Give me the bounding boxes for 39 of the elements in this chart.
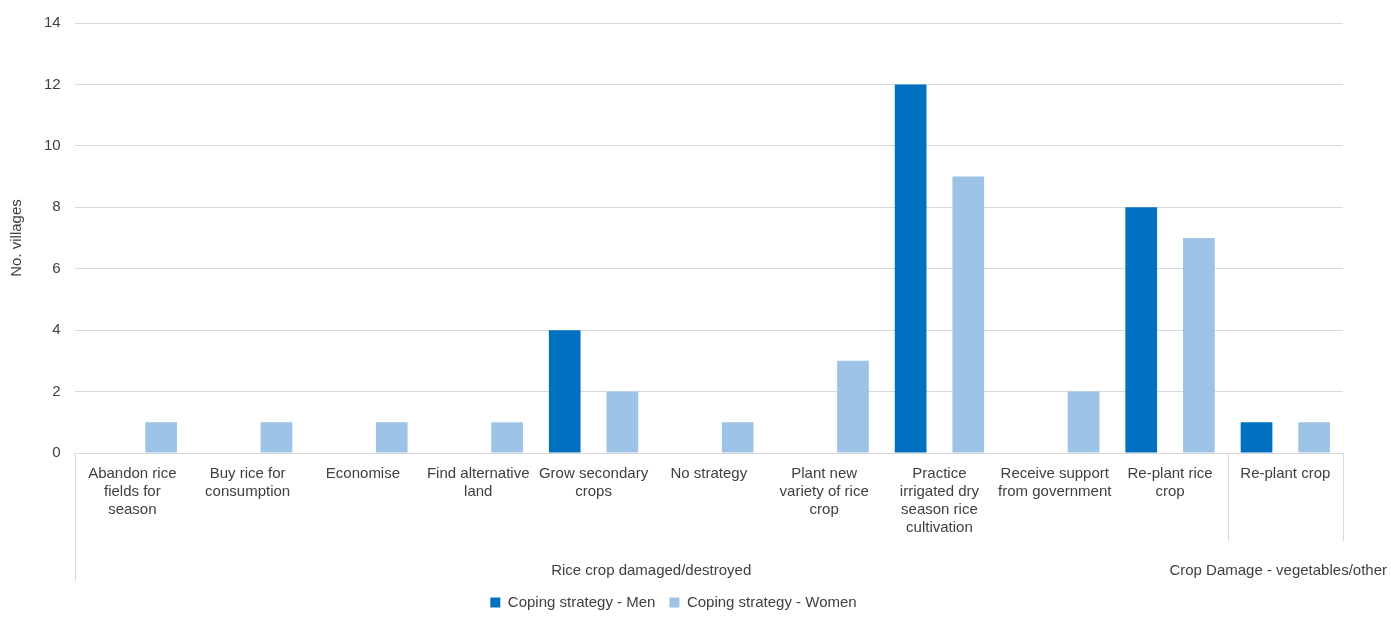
bar xyxy=(837,360,869,453)
bar xyxy=(1240,422,1273,453)
x-tick-label: Plant new variety of rice crop xyxy=(779,464,869,518)
x-tick-label: Receive support from government xyxy=(998,464,1113,500)
y-tick-label: 4 xyxy=(52,320,61,338)
y-tick-label: 10 xyxy=(44,136,61,153)
x-tick-label: Abandon rice fields for season xyxy=(88,464,177,518)
bar xyxy=(548,330,581,453)
bar xyxy=(1067,391,1100,453)
y-tick-label: 2 xyxy=(52,381,61,399)
y-tick-label: 0 xyxy=(52,443,61,461)
y-axis-title: No. villages xyxy=(7,199,25,277)
x-tick-label: Practice irrigated dry season rice cultivation xyxy=(899,464,980,536)
bar xyxy=(491,422,523,453)
y-tick-label: 12 xyxy=(44,74,61,92)
x-tick-label: Buy rice for consumption xyxy=(205,464,291,500)
bar xyxy=(952,176,985,453)
bar xyxy=(145,422,178,453)
bar xyxy=(606,391,639,453)
x-tick-label: Grow secondary crops xyxy=(538,464,649,500)
x-tick-label: Find alternative land xyxy=(426,464,530,500)
y-tick-label: 14 xyxy=(44,13,61,31)
text: Crop Damage - vegetables/other xyxy=(1169,561,1387,579)
x-tick-label: Re-plant rice crop xyxy=(1127,464,1213,500)
bar xyxy=(1298,422,1331,453)
bar xyxy=(260,422,293,453)
bar xyxy=(1125,207,1158,453)
y-tick-label: 8 xyxy=(52,197,61,215)
y-tick-label: 6 xyxy=(52,258,61,276)
text: Rice crop damaged/destroyed xyxy=(551,561,752,579)
bar xyxy=(721,422,754,453)
x-tick-label: Re-plant crop xyxy=(1240,464,1331,482)
legend-label: Coping strategy - Women xyxy=(686,592,857,610)
bar xyxy=(375,422,408,453)
x-tick-label: No strategy xyxy=(670,464,748,482)
x-tick-label: Economise xyxy=(325,464,401,482)
legend-label: Coping strategy - Men xyxy=(507,592,656,610)
bar xyxy=(894,84,927,453)
bar xyxy=(1183,238,1215,453)
